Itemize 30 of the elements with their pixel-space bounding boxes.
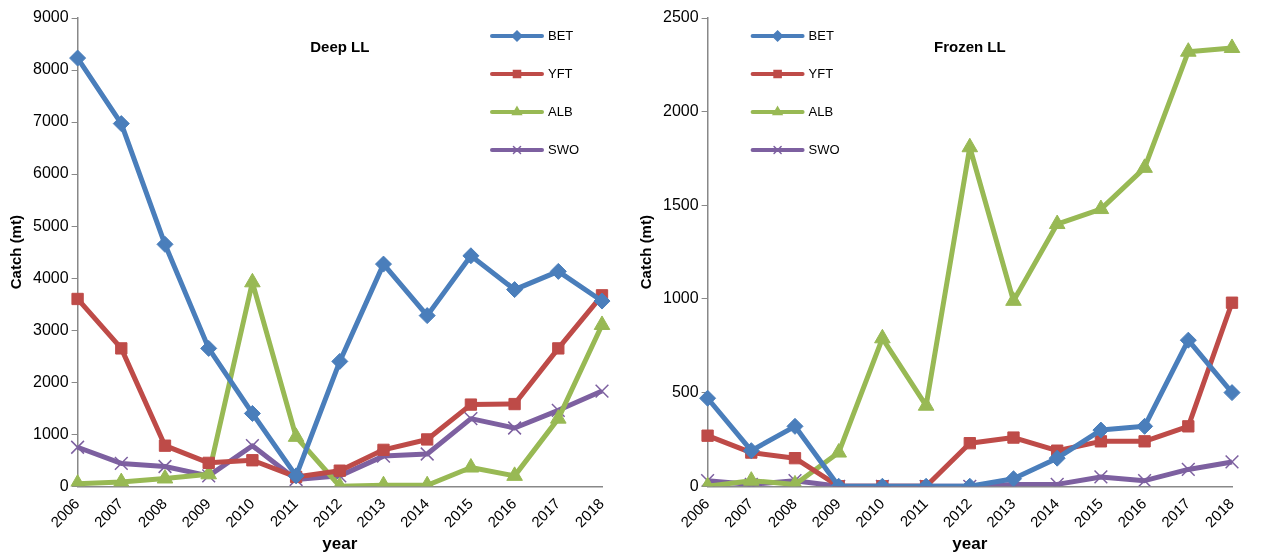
x-axis-title: year [322,534,358,554]
y-tick-label: 4000 [33,268,69,286]
y-tick-label: 2000 [663,102,699,120]
x-axis-title: year [952,534,988,554]
legend-label: ALB [548,103,573,119]
y-tick-label: 5000 [33,216,69,234]
y-tick-label: 0 [59,476,69,494]
y-tick-label: 2500 [663,8,699,26]
text: Deep LL [310,38,370,56]
y-tick-label: 8000 [33,60,69,78]
y-tick-label: 7000 [33,112,69,130]
legend-label: ALB [808,103,834,119]
legend-label: SWO [548,141,580,157]
y-tick-label: 0 [689,476,699,494]
legend-label: SWO [808,141,840,157]
y-tick-label: 1000 [663,289,699,307]
legend-label: YFT [808,65,834,81]
text: Frozen LL [933,38,1006,56]
y-axis-title: Catch (mt) [7,215,25,290]
y-tick-label: 2000 [33,372,69,390]
y-tick-label: 6000 [33,164,69,182]
y-tick-label: 500 [671,383,699,401]
y-tick-label: 1000 [33,424,69,442]
legend-label: BET [548,27,574,43]
legend-label: BET [808,27,834,43]
legend-label: YFT [548,65,573,81]
y-tick-label: 9000 [33,8,69,26]
y-tick-label: 3000 [33,320,69,338]
y-axis-title: Catch (mt) [637,215,655,290]
y-tick-label: 1500 [663,195,699,213]
